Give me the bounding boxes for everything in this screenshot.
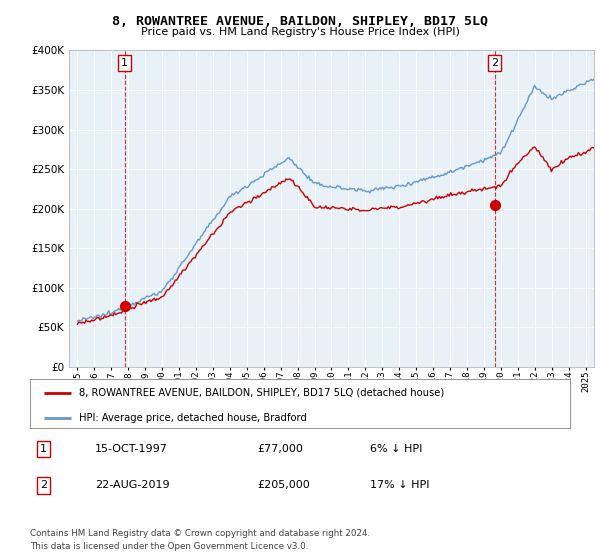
Text: 2: 2	[40, 480, 47, 491]
Text: 1: 1	[40, 444, 47, 454]
Text: 22-AUG-2019: 22-AUG-2019	[95, 480, 169, 491]
Point	[490, 200, 500, 209]
Text: £77,000: £77,000	[257, 444, 302, 454]
Text: Contains HM Land Registry data © Crown copyright and database right 2024.: Contains HM Land Registry data © Crown c…	[30, 529, 370, 538]
Text: 8, ROWANTREE AVENUE, BAILDON, SHIPLEY, BD17 5LQ (detached house): 8, ROWANTREE AVENUE, BAILDON, SHIPLEY, B…	[79, 388, 444, 398]
Text: HPI: Average price, detached house, Bradford: HPI: Average price, detached house, Brad…	[79, 413, 307, 423]
Text: 6% ↓ HPI: 6% ↓ HPI	[370, 444, 422, 454]
Text: £205,000: £205,000	[257, 480, 310, 491]
Text: Price paid vs. HM Land Registry's House Price Index (HPI): Price paid vs. HM Land Registry's House …	[140, 27, 460, 37]
Text: This data is licensed under the Open Government Licence v3.0.: This data is licensed under the Open Gov…	[30, 542, 308, 550]
Text: 1: 1	[121, 58, 128, 68]
Text: 2: 2	[491, 58, 499, 68]
Text: 15-OCT-1997: 15-OCT-1997	[95, 444, 167, 454]
Text: 17% ↓ HPI: 17% ↓ HPI	[370, 480, 430, 491]
Point	[120, 301, 130, 310]
Text: 8, ROWANTREE AVENUE, BAILDON, SHIPLEY, BD17 5LQ: 8, ROWANTREE AVENUE, BAILDON, SHIPLEY, B…	[112, 15, 488, 28]
